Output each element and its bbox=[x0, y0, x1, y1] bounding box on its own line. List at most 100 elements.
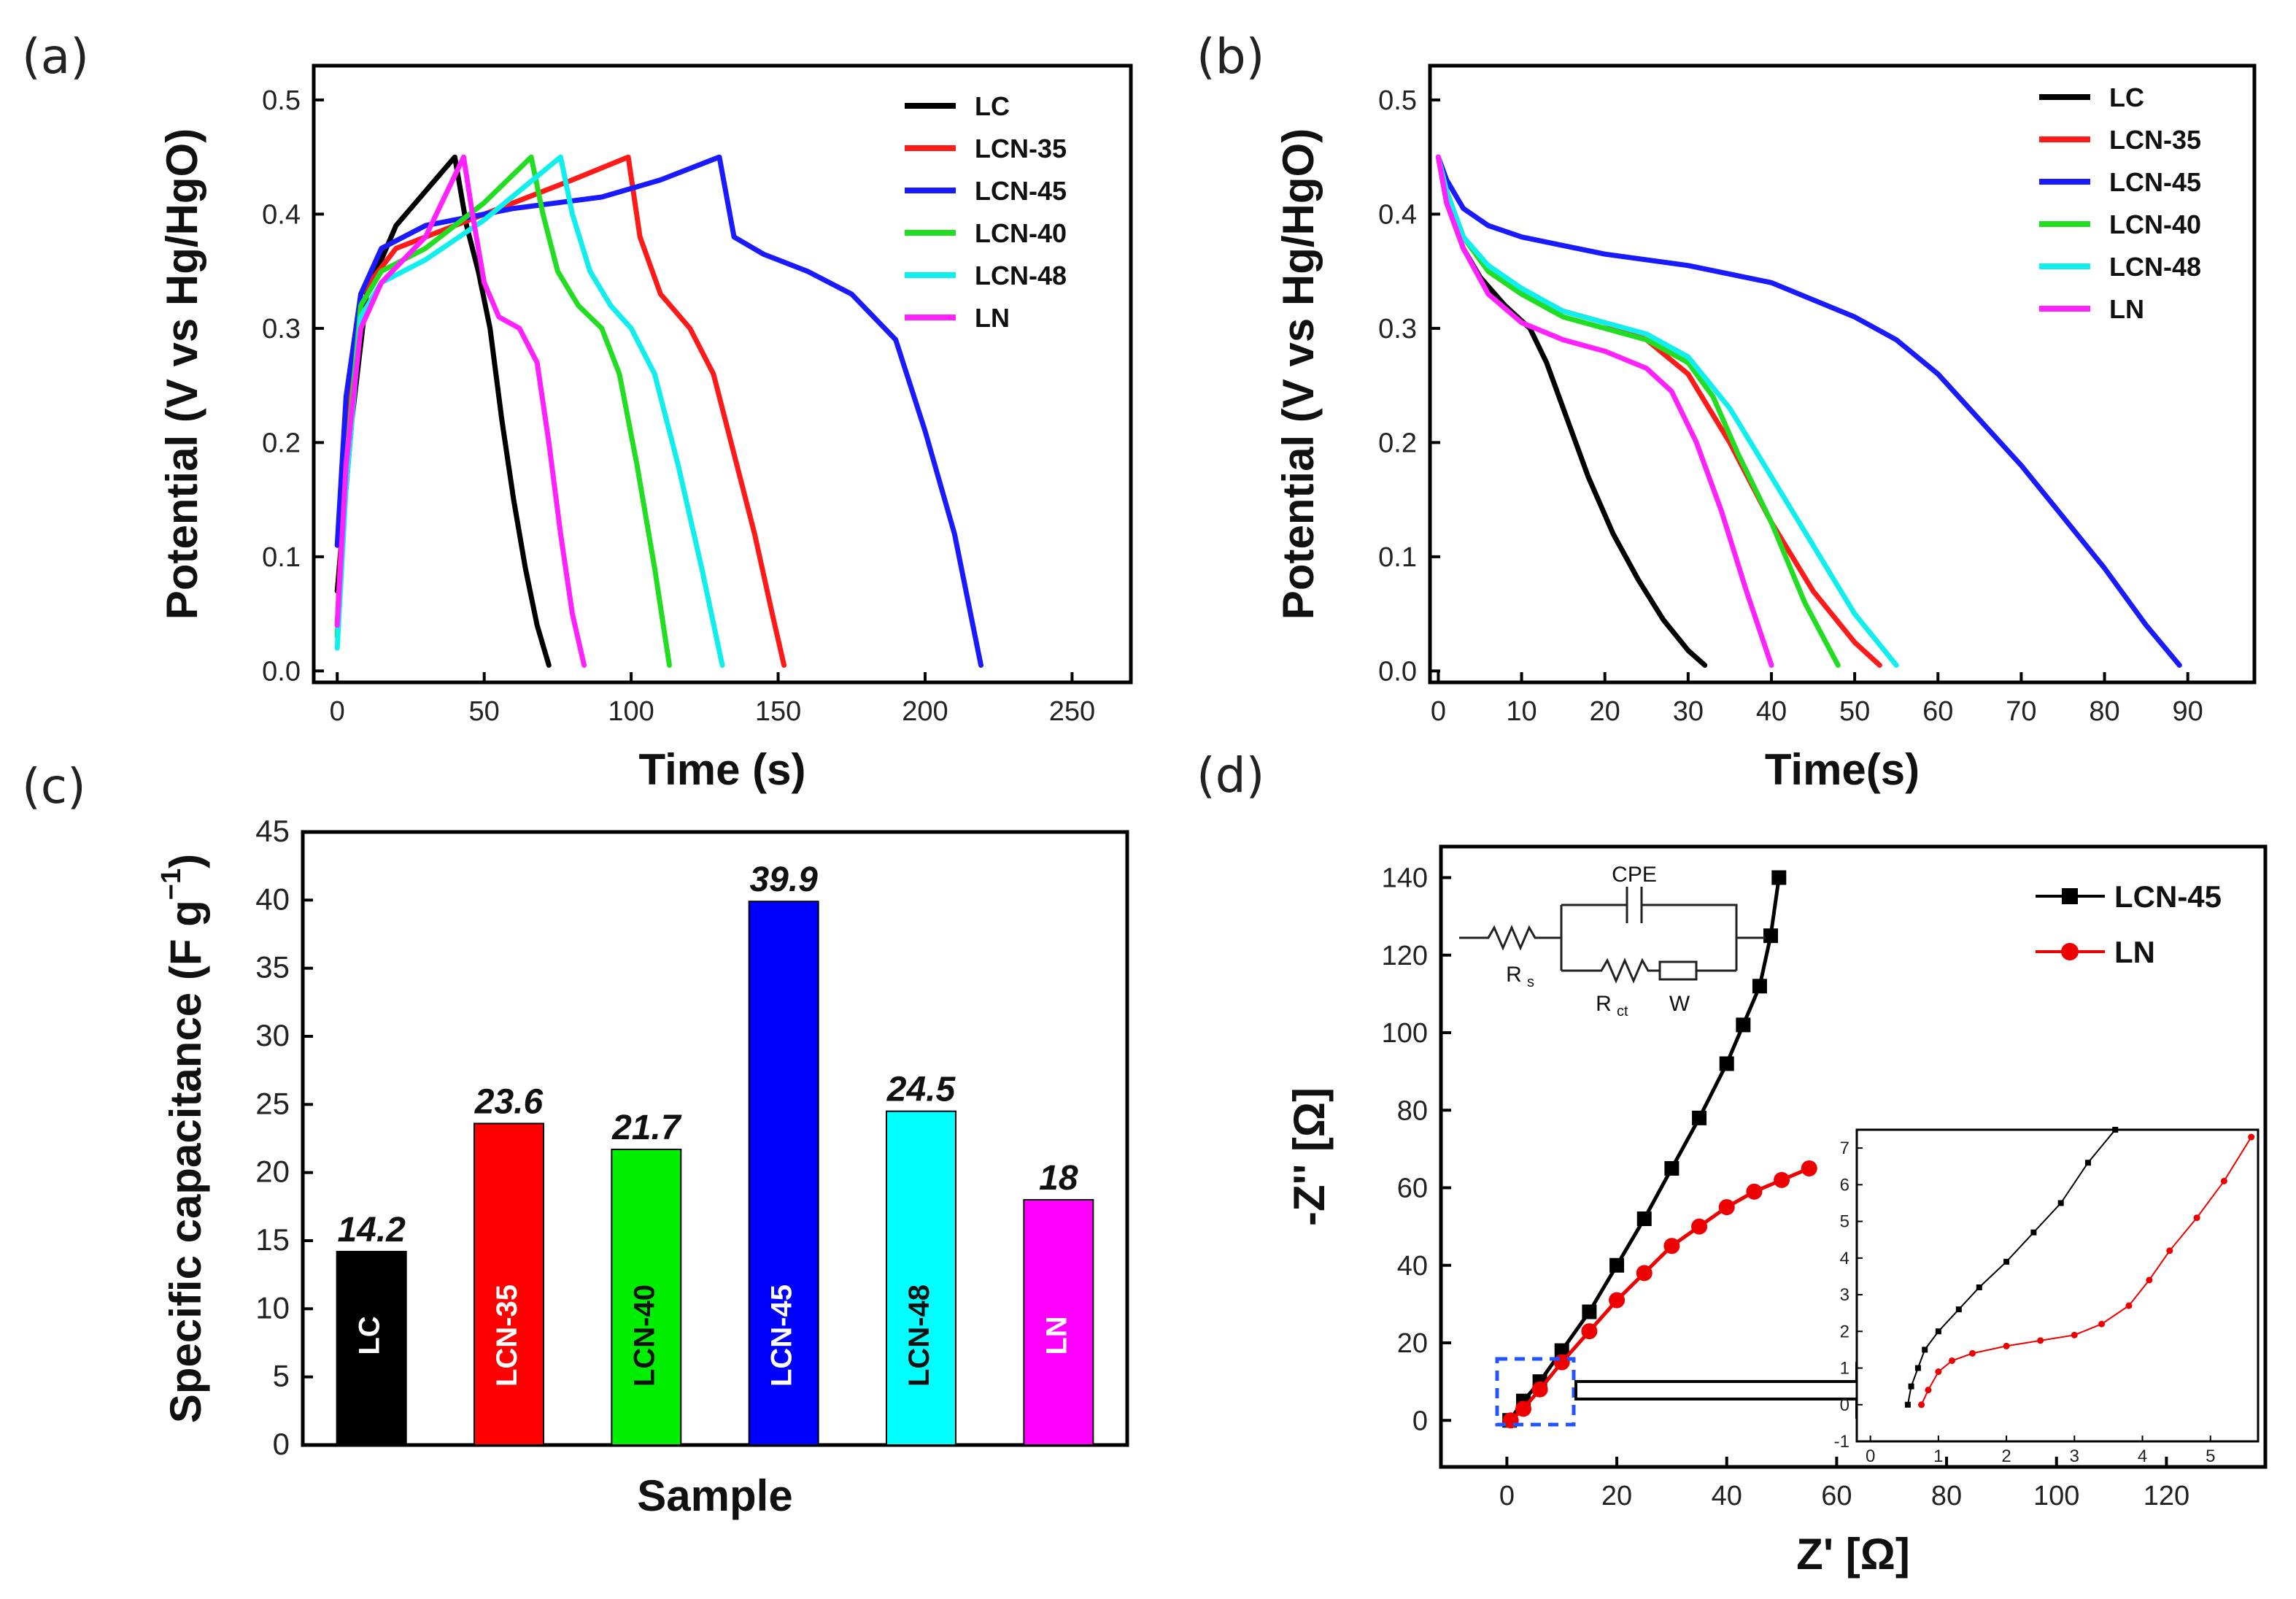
chart-d-nyquist: 0 20 40 60 80 100 120020406080100120140LCN-45L… bbox=[1285, 844, 2268, 1579]
zoom-region-box bbox=[1495, 1357, 1576, 1427]
series-line-lcn-45 bbox=[1508, 877, 1781, 1422]
series-line-lcn-35 bbox=[334, 154, 787, 668]
y-tick-label: 10 bbox=[255, 1290, 290, 1325]
x-tick-label: 50 bbox=[1839, 696, 1870, 727]
y-tick-label: 0.3 bbox=[262, 314, 301, 344]
y-tick-label: 0 bbox=[273, 1427, 290, 1461]
circuit-label-cpe: CPE bbox=[1612, 863, 1657, 887]
x-tick-label: 70 bbox=[2006, 696, 2036, 727]
bar-value-label: 24.5 bbox=[886, 1071, 956, 1109]
bar-category-label: LCN-45 bbox=[766, 1284, 798, 1387]
y-axis-label-main: Specific capacitance (F g bbox=[161, 900, 210, 1423]
inset-x-tick-label: 1 bbox=[1933, 1446, 1943, 1466]
inset-point bbox=[2193, 1214, 2200, 1222]
data-point bbox=[1582, 1304, 1597, 1319]
inset-y-tick-label: 0 bbox=[1840, 1395, 1849, 1415]
plot-frame bbox=[312, 63, 1133, 685]
x-tick-label: 40 bbox=[1756, 696, 1787, 727]
inset-point bbox=[1935, 1368, 1942, 1376]
inset-x-tick-label: 2 bbox=[2001, 1446, 2011, 1466]
series-line-lcn-45 bbox=[1435, 154, 2182, 668]
legend-label: LCN-35 bbox=[975, 134, 1067, 163]
series-line-lcn-40 bbox=[334, 154, 672, 668]
bar bbox=[1023, 1199, 1094, 1446]
x-axis-label: Time (s) bbox=[639, 745, 806, 794]
y-tick-label: 25 bbox=[255, 1086, 290, 1120]
legend-label: LCN-48 bbox=[975, 261, 1067, 290]
inset-point bbox=[2037, 1337, 2044, 1344]
legend-label: LCN-45 bbox=[2114, 879, 2222, 914]
x-tick-label: 40 bbox=[1712, 1481, 1742, 1511]
y-tick-label: 40 bbox=[255, 882, 290, 916]
data-point bbox=[1692, 1110, 1707, 1125]
inset-point bbox=[2003, 1342, 2010, 1349]
y-tick-label: 0.4 bbox=[1378, 199, 1417, 230]
y-tick-label: 0.3 bbox=[1378, 314, 1417, 344]
x-tick-label: 20 bbox=[1590, 696, 1620, 727]
bar-category-label: LCN-35 bbox=[491, 1284, 523, 1387]
x-tick-label: 150 bbox=[755, 696, 801, 727]
data-point bbox=[1664, 1160, 1680, 1176]
data-point bbox=[1636, 1211, 1652, 1226]
inset-point bbox=[2220, 1177, 2227, 1184]
inset-y-tick-label: 6 bbox=[1840, 1175, 1849, 1195]
inset-point bbox=[1918, 1401, 1925, 1409]
legend-label: LCN-45 bbox=[2109, 167, 2201, 197]
inset-point bbox=[1935, 1328, 1941, 1335]
panel-label-a: (a) bbox=[22, 28, 89, 85]
legend-label: LCN-40 bbox=[2109, 209, 2201, 239]
inset-x-tick-label: 4 bbox=[2138, 1446, 2147, 1466]
data-point bbox=[1663, 1238, 1680, 1255]
data-point bbox=[1531, 1381, 1548, 1398]
series-line-ln bbox=[334, 154, 587, 668]
inset-point bbox=[1976, 1284, 1982, 1291]
y-tick-label: 30 bbox=[255, 1018, 290, 1052]
data-point bbox=[1719, 1056, 1734, 1071]
x-tick-label: 80 bbox=[1931, 1481, 1962, 1511]
x-tick-label: 80 bbox=[2089, 696, 2119, 727]
data-point bbox=[1736, 1017, 1751, 1033]
data-point bbox=[1774, 1171, 1790, 1188]
series-line-lc bbox=[1435, 154, 1708, 668]
data-point bbox=[1636, 1265, 1653, 1282]
y-tick-label: 0.5 bbox=[1378, 85, 1417, 116]
data-point bbox=[1771, 870, 1787, 885]
inset-y-tick-label: 1 bbox=[1840, 1359, 1849, 1379]
legend-label: LN bbox=[975, 303, 1010, 333]
y-tick-label: 15 bbox=[255, 1222, 290, 1257]
circuit-label-rs: R bbox=[1506, 963, 1522, 987]
inset-line-lcn-45 bbox=[1906, 1129, 2116, 1405]
y-tick-label: 0.0 bbox=[262, 656, 301, 687]
data-point bbox=[1752, 979, 1767, 994]
x-tick-label: 200 bbox=[902, 696, 948, 727]
inset-y-tick-label: 3 bbox=[1840, 1285, 1849, 1305]
y-tick-label: 0.1 bbox=[262, 542, 301, 573]
inset-point bbox=[2166, 1247, 2173, 1255]
legend-marker bbox=[2061, 943, 2079, 960]
x-tick-label: 60 bbox=[1922, 696, 1953, 727]
inset-point bbox=[1968, 1349, 1976, 1357]
y-tick-label: 5 bbox=[273, 1359, 290, 1393]
panel-label-c: (c) bbox=[22, 758, 86, 814]
y-axis-label-end: ) bbox=[161, 854, 210, 868]
circuit-wires bbox=[1459, 887, 1766, 984]
bar-value-label: 23.6 bbox=[474, 1082, 544, 1121]
y-axis-label: Specific capacitance (F g−1) bbox=[156, 854, 210, 1423]
x-tick-label: 0 bbox=[1499, 1481, 1515, 1511]
x-tick-label: 90 bbox=[2173, 696, 2203, 727]
inset-point bbox=[1949, 1357, 1956, 1364]
data-point bbox=[1554, 1343, 1569, 1358]
y-axis-label: Potential (V vs Hg/HgO) bbox=[1274, 128, 1323, 620]
y-tick-label: 0.2 bbox=[262, 428, 301, 458]
x-axis-label: Sample bbox=[637, 1471, 792, 1520]
inset-point bbox=[2003, 1258, 2010, 1265]
inset-point bbox=[1955, 1306, 1962, 1313]
inset-y-tick-label: 4 bbox=[1840, 1249, 1849, 1268]
y-tick-label: 20 bbox=[1397, 1328, 1428, 1359]
circuit-label-rs-sub: s bbox=[1527, 974, 1534, 990]
inset-y-tick-label: 7 bbox=[1840, 1138, 1849, 1158]
x-tick-label: 120 bbox=[2144, 1481, 2189, 1511]
inset-x-tick-label: 3 bbox=[2070, 1446, 2079, 1466]
